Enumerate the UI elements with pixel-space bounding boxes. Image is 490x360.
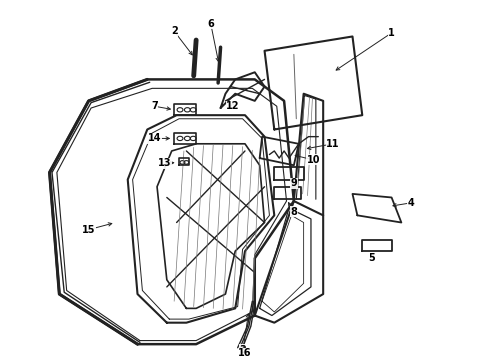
Text: 5: 5 — [368, 253, 375, 263]
Text: 16: 16 — [238, 348, 252, 358]
Text: 7: 7 — [151, 101, 158, 111]
Text: 1: 1 — [388, 28, 395, 38]
Text: 14: 14 — [148, 134, 161, 143]
Text: 2: 2 — [171, 26, 177, 36]
Text: 12: 12 — [226, 101, 240, 111]
Text: 3: 3 — [240, 345, 246, 355]
Text: 4: 4 — [408, 198, 415, 208]
Text: 15: 15 — [82, 225, 96, 235]
Text: 8: 8 — [291, 207, 297, 217]
Text: 10: 10 — [307, 155, 320, 165]
Text: 11: 11 — [326, 139, 340, 149]
Text: 6: 6 — [207, 19, 214, 29]
Text: 9: 9 — [291, 178, 297, 188]
Text: 13: 13 — [158, 158, 171, 168]
